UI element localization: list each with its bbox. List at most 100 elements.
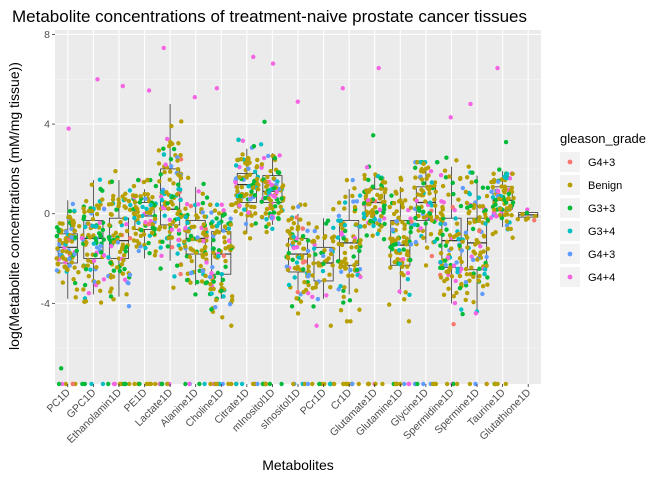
data-point xyxy=(85,263,90,268)
data-point xyxy=(419,177,425,182)
data-point xyxy=(243,160,248,166)
data-point xyxy=(504,206,510,211)
data-point xyxy=(242,230,248,235)
data-point xyxy=(203,251,209,257)
data-point xyxy=(56,381,62,387)
data-point xyxy=(221,228,226,233)
data-point xyxy=(443,243,449,248)
data-point xyxy=(167,217,173,223)
legend-title: gleason_grade xyxy=(560,131,646,146)
data-point xyxy=(58,366,64,371)
data-point xyxy=(214,223,220,229)
data-point xyxy=(167,222,173,228)
data-point xyxy=(482,271,487,277)
data-point xyxy=(69,226,74,232)
data-point xyxy=(113,168,118,174)
data-point xyxy=(156,148,162,153)
data-point xyxy=(200,268,205,273)
data-point xyxy=(421,235,426,240)
data-point xyxy=(246,184,251,189)
data-point xyxy=(418,226,423,231)
data-point xyxy=(216,211,222,216)
data-point xyxy=(266,196,272,201)
data-point xyxy=(456,236,461,242)
data-point xyxy=(116,203,121,209)
data-point xyxy=(366,381,371,387)
data-point xyxy=(438,172,444,178)
data-point xyxy=(467,381,473,387)
data-point xyxy=(463,297,468,303)
data-point xyxy=(193,292,198,297)
data-point xyxy=(57,238,62,243)
data-point xyxy=(354,199,360,204)
data-point xyxy=(443,258,448,263)
data-point xyxy=(188,270,194,276)
data-point xyxy=(67,214,72,220)
data-point xyxy=(405,252,411,258)
data-point xyxy=(111,193,116,199)
data-point xyxy=(302,259,308,264)
data-point xyxy=(423,166,429,171)
data-point xyxy=(440,207,445,212)
data-point xyxy=(286,250,292,256)
data-point xyxy=(126,198,132,204)
data-point xyxy=(135,209,140,215)
data-point xyxy=(226,238,232,243)
data-point xyxy=(289,226,295,231)
data-point xyxy=(159,381,164,387)
data-point xyxy=(463,266,469,272)
data-point xyxy=(373,381,378,387)
data-point xyxy=(502,197,507,203)
data-point xyxy=(328,247,334,253)
data-point xyxy=(182,239,187,244)
data-point xyxy=(362,215,367,220)
data-point xyxy=(176,141,181,146)
data-point xyxy=(247,236,253,241)
data-point xyxy=(424,176,429,181)
data-point xyxy=(378,186,384,192)
data-point xyxy=(372,205,378,210)
data-point xyxy=(89,208,95,214)
data-point xyxy=(140,213,145,219)
data-point xyxy=(454,290,459,296)
data-point xyxy=(245,203,250,208)
data-point xyxy=(449,246,454,251)
data-point xyxy=(203,281,208,286)
data-point xyxy=(344,381,349,387)
data-point xyxy=(211,250,216,255)
data-point xyxy=(469,265,474,270)
data-point xyxy=(268,168,273,174)
data-point xyxy=(426,173,431,178)
data-point xyxy=(399,187,404,193)
data-point xyxy=(473,179,479,184)
data-point xyxy=(458,175,463,181)
data-point xyxy=(222,212,227,217)
data-point xyxy=(200,210,205,215)
data-point xyxy=(237,174,242,180)
data-point xyxy=(421,215,427,220)
data-point xyxy=(121,253,127,258)
data-point xyxy=(136,220,141,226)
data-point xyxy=(484,263,489,268)
data-point xyxy=(531,218,537,223)
data-point xyxy=(474,237,479,243)
data-point xyxy=(162,213,167,218)
data-point xyxy=(470,226,476,232)
data-point xyxy=(271,176,276,181)
data-point xyxy=(186,237,192,243)
data-point xyxy=(331,207,336,212)
data-point xyxy=(491,177,497,183)
data-point xyxy=(372,217,378,222)
data-point xyxy=(183,225,188,231)
data-point xyxy=(495,65,500,71)
data-point xyxy=(322,381,327,387)
data-point xyxy=(238,197,243,203)
data-point xyxy=(473,311,479,316)
data-point xyxy=(341,381,346,387)
data-point xyxy=(54,268,60,273)
data-point xyxy=(352,238,357,244)
data-point xyxy=(175,216,181,222)
data-point xyxy=(477,273,482,279)
data-point xyxy=(216,230,222,235)
data-point xyxy=(438,251,444,256)
